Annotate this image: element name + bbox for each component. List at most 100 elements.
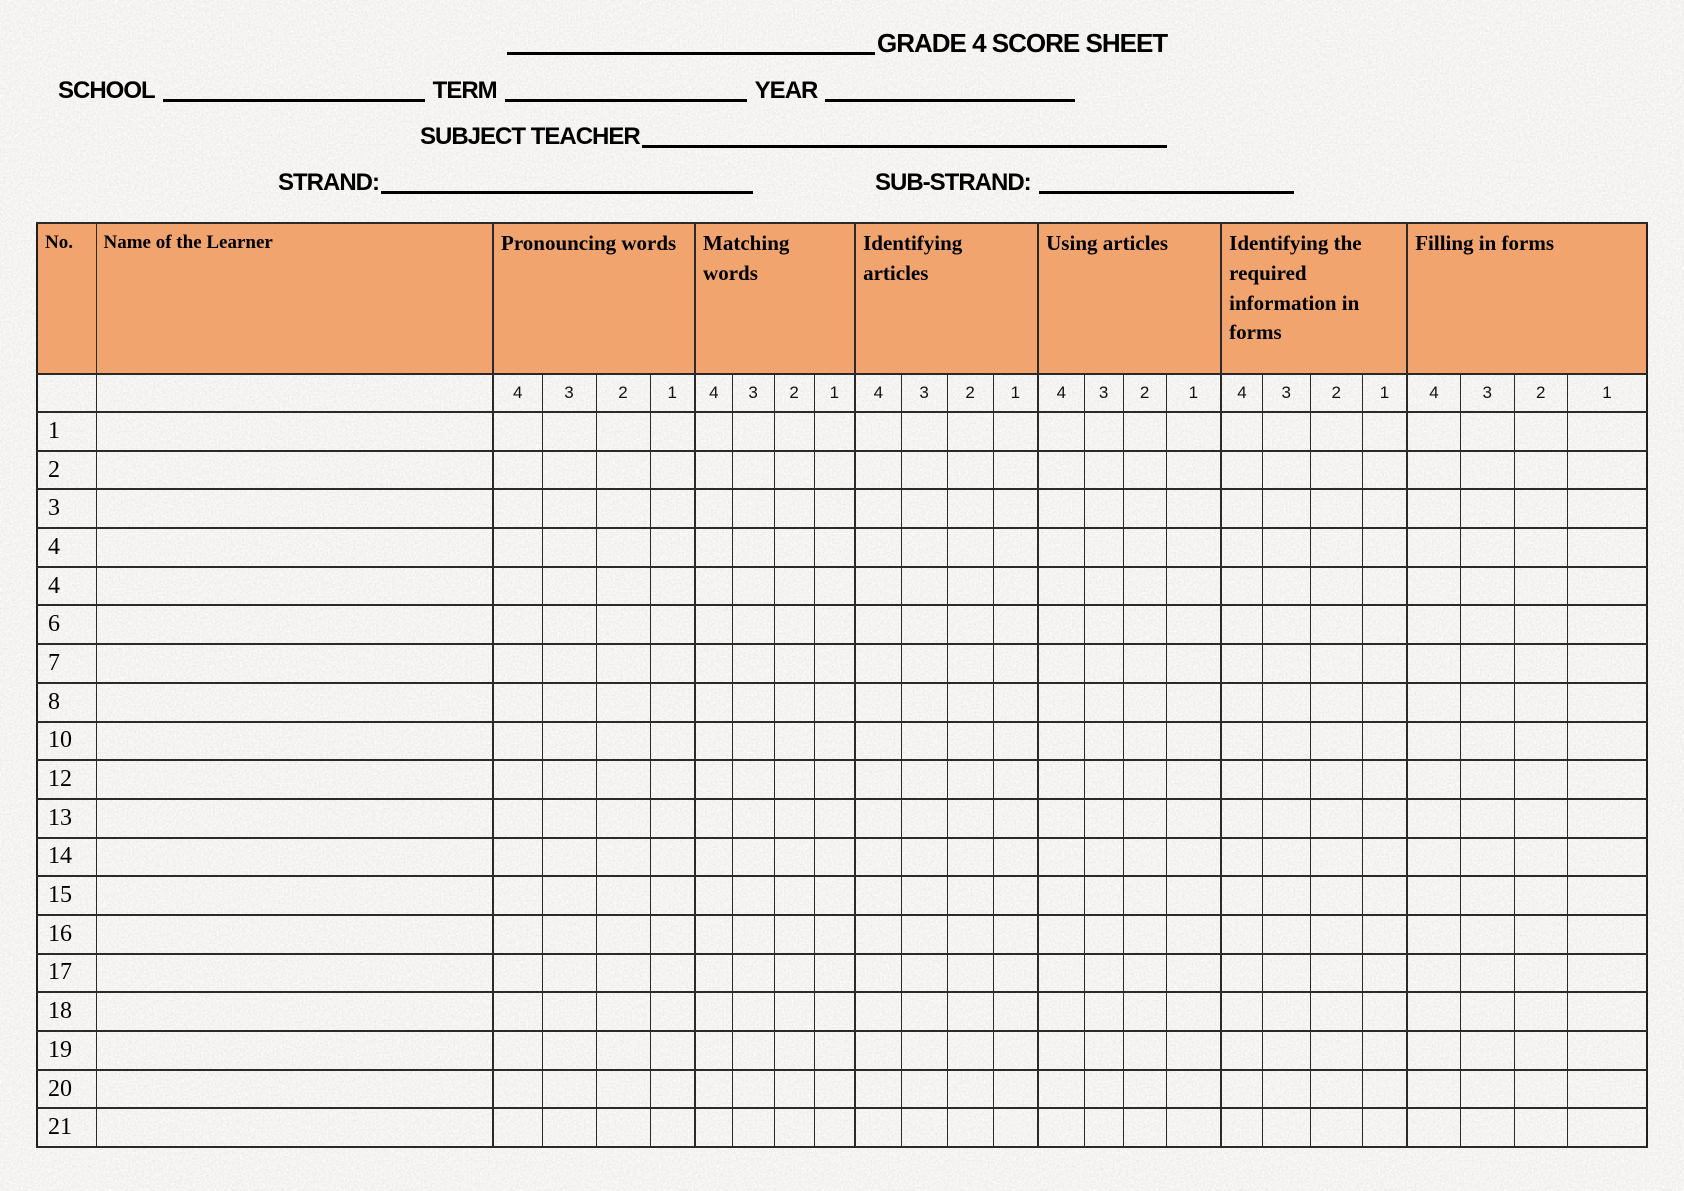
score-cell[interactable]	[1309, 797, 1363, 839]
score-cell[interactable]	[1309, 1107, 1363, 1149]
score-cell[interactable]	[1406, 449, 1461, 491]
score-cell[interactable]	[900, 1107, 948, 1149]
score-cell[interactable]	[1459, 1107, 1515, 1149]
score-cell[interactable]	[1261, 1068, 1311, 1110]
score-cell[interactable]	[1361, 488, 1408, 530]
score-cell[interactable]	[1361, 604, 1408, 646]
score-cell[interactable]	[492, 991, 543, 1032]
score-cell[interactable]	[900, 604, 948, 646]
score-cell[interactable]	[649, 720, 696, 762]
score-cell[interactable]	[946, 681, 994, 723]
score-cell[interactable]	[541, 720, 597, 762]
score-cell[interactable]	[773, 1068, 815, 1110]
score-cell[interactable]	[1361, 759, 1408, 800]
score-cell[interactable]	[541, 836, 597, 878]
score-cell[interactable]	[854, 1107, 902, 1149]
school-blank-line[interactable]	[162, 99, 425, 102]
score-cell[interactable]	[1513, 643, 1568, 684]
score-cell[interactable]	[595, 952, 651, 994]
score-cell[interactable]	[813, 1107, 856, 1149]
score-cell[interactable]	[595, 527, 651, 568]
score-cell[interactable]	[1122, 875, 1167, 916]
score-cell[interactable]	[992, 681, 1039, 723]
score-cell[interactable]	[1220, 991, 1263, 1032]
score-cell[interactable]	[595, 913, 651, 955]
score-cell[interactable]	[1122, 488, 1167, 530]
score-cell[interactable]	[900, 1030, 948, 1071]
score-cell[interactable]	[1566, 952, 1648, 994]
score-cell[interactable]	[1220, 720, 1263, 762]
score-cell[interactable]	[731, 759, 775, 800]
score-cell[interactable]	[1220, 1030, 1263, 1071]
score-cell[interactable]	[492, 488, 543, 530]
sub-strand-blank-line[interactable]	[1038, 191, 1294, 194]
score-cell[interactable]	[541, 797, 597, 839]
score-cell[interactable]	[1361, 836, 1408, 878]
score-cell[interactable]	[1220, 565, 1263, 607]
score-cell[interactable]	[492, 643, 543, 684]
score-cell[interactable]	[900, 991, 948, 1032]
score-cell[interactable]	[1037, 836, 1085, 878]
score-cell[interactable]	[1122, 797, 1167, 839]
score-cell[interactable]	[854, 836, 902, 878]
score-cell[interactable]	[1261, 875, 1311, 916]
score-cell[interactable]	[492, 836, 543, 878]
score-cell[interactable]	[1513, 720, 1568, 762]
score-cell[interactable]	[649, 797, 696, 839]
learner-name-cell[interactable]	[95, 565, 494, 607]
score-cell[interactable]	[541, 527, 597, 568]
score-cell[interactable]	[773, 411, 815, 452]
score-cell[interactable]	[694, 1068, 733, 1110]
score-cell[interactable]	[1309, 1068, 1363, 1110]
score-cell[interactable]	[731, 1068, 775, 1110]
learner-name-cell[interactable]	[95, 720, 494, 762]
score-cell[interactable]	[1361, 952, 1408, 994]
score-cell[interactable]	[1122, 604, 1167, 646]
score-cell[interactable]	[813, 797, 856, 839]
score-cell[interactable]	[595, 411, 651, 452]
score-cell[interactable]	[541, 1068, 597, 1110]
score-cell[interactable]	[1037, 875, 1085, 916]
score-cell[interactable]	[1037, 797, 1085, 839]
score-cell[interactable]	[1083, 991, 1124, 1032]
score-cell[interactable]	[1122, 991, 1167, 1032]
score-cell[interactable]	[946, 1030, 994, 1071]
score-cell[interactable]	[1459, 720, 1515, 762]
learner-name-cell[interactable]	[95, 913, 494, 955]
score-cell[interactable]	[694, 952, 733, 994]
score-cell[interactable]	[854, 449, 902, 491]
score-cell[interactable]	[694, 720, 733, 762]
score-cell[interactable]	[1037, 604, 1085, 646]
score-cell[interactable]	[1513, 952, 1568, 994]
score-cell[interactable]	[813, 1030, 856, 1071]
score-cell[interactable]	[1037, 681, 1085, 723]
score-cell[interactable]	[1037, 488, 1085, 530]
score-cell[interactable]	[992, 449, 1039, 491]
score-cell[interactable]	[946, 1068, 994, 1110]
score-cell[interactable]	[1566, 488, 1648, 530]
score-cell[interactable]	[492, 1030, 543, 1071]
score-cell[interactable]	[595, 759, 651, 800]
score-cell[interactable]	[1165, 411, 1222, 452]
score-cell[interactable]	[1513, 411, 1568, 452]
score-cell[interactable]	[1566, 527, 1648, 568]
score-cell[interactable]	[813, 759, 856, 800]
score-cell[interactable]	[731, 411, 775, 452]
score-cell[interactable]	[992, 527, 1039, 568]
score-cell[interactable]	[1513, 565, 1568, 607]
score-cell[interactable]	[992, 797, 1039, 839]
score-cell[interactable]	[1459, 604, 1515, 646]
score-cell[interactable]	[1309, 836, 1363, 878]
score-cell[interactable]	[1459, 1030, 1515, 1071]
score-cell[interactable]	[649, 488, 696, 530]
score-cell[interactable]	[541, 643, 597, 684]
score-cell[interactable]	[1361, 991, 1408, 1032]
learner-name-cell[interactable]	[95, 681, 494, 723]
score-cell[interactable]	[1083, 836, 1124, 878]
score-cell[interactable]	[1566, 643, 1648, 684]
score-cell[interactable]	[1165, 527, 1222, 568]
score-cell[interactable]	[541, 681, 597, 723]
score-cell[interactable]	[649, 1030, 696, 1071]
score-cell[interactable]	[694, 681, 733, 723]
score-cell[interactable]	[992, 875, 1039, 916]
